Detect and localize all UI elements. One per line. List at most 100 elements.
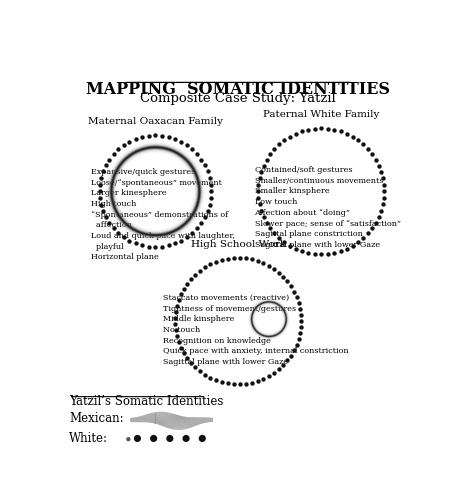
Point — [172, 314, 179, 322]
Point — [230, 380, 238, 388]
Point — [192, 271, 199, 279]
Point — [201, 213, 209, 221]
Point — [379, 200, 386, 208]
Point — [172, 308, 179, 316]
Point — [291, 346, 298, 354]
Text: Staccato movements (reactive)
Tightness of movement/gestures
Middle kinsphere
No: Staccato movements (reactive) Tightness … — [163, 294, 348, 366]
Point — [207, 187, 215, 195]
Point — [275, 234, 283, 242]
Point — [189, 146, 196, 154]
Circle shape — [199, 436, 205, 442]
Point — [260, 213, 267, 221]
Point — [254, 257, 261, 265]
Point — [242, 254, 250, 262]
Point — [254, 187, 262, 195]
Point — [258, 168, 265, 175]
Point — [201, 370, 209, 378]
Point — [198, 219, 205, 227]
Point — [204, 207, 212, 215]
Point — [360, 234, 367, 242]
Point — [172, 240, 179, 248]
Point — [365, 230, 372, 237]
Point — [172, 320, 179, 328]
Point — [337, 247, 345, 255]
Point — [218, 378, 226, 386]
Point — [180, 285, 188, 293]
Point — [207, 194, 214, 202]
Point — [378, 168, 385, 175]
Point — [242, 380, 250, 388]
Point — [165, 133, 173, 141]
Point — [115, 146, 122, 154]
Point — [266, 224, 274, 232]
Point — [375, 162, 383, 170]
Point — [132, 240, 140, 248]
Point — [318, 250, 325, 258]
Point — [295, 335, 302, 343]
Point — [230, 254, 238, 262]
Point — [380, 194, 388, 202]
Point — [152, 243, 159, 251]
Point — [100, 207, 107, 215]
Point — [206, 260, 214, 268]
Point — [183, 142, 191, 150]
Point — [187, 275, 195, 283]
Point — [96, 180, 104, 188]
Point — [311, 250, 319, 258]
Point — [106, 219, 113, 227]
Point — [331, 126, 338, 134]
Point — [280, 361, 287, 369]
Point — [212, 258, 219, 266]
Point — [212, 376, 219, 384]
Point — [343, 130, 351, 138]
Point — [126, 138, 133, 146]
Point — [178, 138, 185, 146]
Point — [368, 150, 376, 158]
Point — [159, 242, 166, 250]
Text: High School Work: High School Work — [191, 240, 286, 249]
Point — [145, 132, 153, 140]
Text: Expansive/quick gestures
Loose/“spontaneous” movement
Larger kinesphere
High tou: Expansive/quick gestures Loose/“spontane… — [91, 168, 234, 262]
Point — [375, 213, 383, 221]
Point — [378, 206, 385, 214]
Point — [280, 238, 288, 246]
Text: Paternal White Family: Paternal White Family — [263, 110, 379, 119]
Point — [280, 273, 287, 281]
Point — [178, 344, 185, 351]
Point — [100, 168, 107, 175]
Point — [271, 145, 278, 153]
Point — [265, 372, 272, 380]
Point — [132, 135, 140, 143]
Point — [248, 256, 256, 264]
Point — [224, 255, 232, 263]
Point — [380, 180, 388, 188]
Point — [298, 317, 305, 325]
Point — [102, 162, 110, 170]
Point — [96, 194, 104, 202]
Circle shape — [151, 436, 157, 442]
Point — [337, 128, 345, 136]
Point — [372, 156, 379, 164]
Point — [198, 156, 205, 164]
Point — [368, 224, 376, 232]
Point — [260, 162, 267, 170]
Point — [201, 162, 209, 170]
Point — [184, 280, 191, 288]
Point — [189, 229, 196, 237]
Point — [224, 379, 232, 387]
Circle shape — [167, 436, 173, 442]
Point — [275, 365, 283, 373]
Point — [372, 219, 379, 227]
Point — [292, 245, 299, 253]
Point — [102, 213, 110, 221]
Text: Contained/soft gestures
Smaller/continuous movements
Smaller kinsphere
Low touch: Contained/soft gestures Smaller/continuo… — [254, 166, 400, 249]
Point — [271, 230, 278, 237]
Circle shape — [127, 438, 130, 440]
Point — [297, 311, 305, 319]
Point — [292, 130, 299, 138]
Point — [175, 338, 183, 346]
Point — [331, 249, 338, 257]
Point — [291, 288, 298, 296]
Point — [349, 132, 357, 140]
Point — [318, 124, 325, 132]
